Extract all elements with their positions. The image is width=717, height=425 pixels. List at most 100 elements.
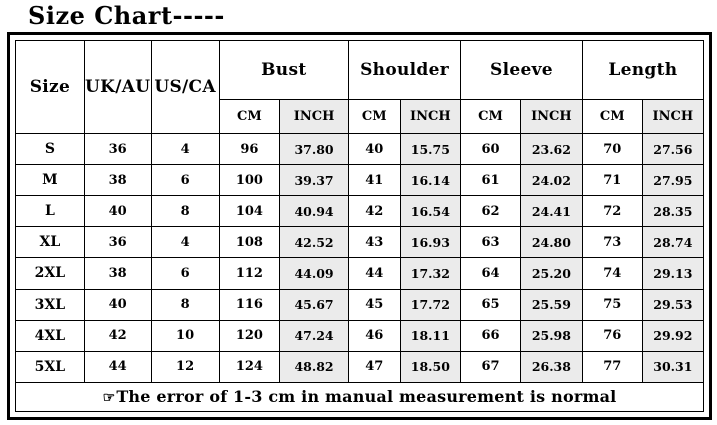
cell-ukau: 38 — [83, 164, 152, 197]
cell-bust-cm: 108 — [218, 226, 281, 259]
cell-shoulder-cm: 45 — [347, 288, 401, 321]
cell-bust-cm: 116 — [218, 288, 281, 321]
cell-sleeve-cm: 66 — [460, 319, 521, 352]
table-row-s: S 36 4 96 37.80 40 15.75 60 23.62 70 27.… — [15, 132, 705, 166]
cell-bust-inch: 45.67 — [279, 288, 349, 321]
cell-shoulder-inch: 16.93 — [399, 226, 462, 259]
cell-shoulder-cm: 46 — [347, 319, 401, 352]
cell-usca: 4 — [150, 226, 220, 259]
cell-usca: 6 — [150, 257, 220, 290]
cell-length-inch: 28.35 — [641, 195, 705, 228]
cell-bust-inch: 47.24 — [279, 319, 349, 352]
table-row-2xl: 2XL 38 6 112 44.09 44 17.32 64 25.20 74 … — [15, 257, 705, 290]
cell-sleeve-cm: 61 — [460, 164, 521, 197]
col-header-bust: Bust — [218, 40, 349, 100]
cell-size: 3XL — [15, 288, 85, 321]
unit-header-shoulder-inch: INCH — [399, 99, 462, 134]
cell-bust-inch: 37.80 — [279, 132, 349, 166]
cell-length-cm: 72 — [581, 195, 643, 228]
table-row-xl: XL 36 4 108 42.52 43 16.93 63 24.80 73 2… — [15, 226, 705, 259]
unit-header-length-cm: CM — [581, 99, 643, 134]
unit-header-sleeve-inch: INCH — [519, 99, 583, 134]
cell-ukau: 40 — [83, 288, 152, 321]
cell-usca: 10 — [150, 319, 220, 352]
cell-sleeve-inch: 23.62 — [519, 132, 583, 166]
cell-shoulder-inch: 17.72 — [399, 288, 462, 321]
cell-shoulder-inch: 18.50 — [399, 350, 462, 383]
measurement-note-cell: ☞The error of 1-3 cm in manual measureme… — [15, 381, 704, 413]
cell-shoulder-inch: 18.11 — [399, 319, 462, 352]
cell-ukau: 42 — [83, 319, 152, 352]
cell-bust-inch: 42.52 — [279, 226, 349, 259]
cell-size: 4XL — [15, 319, 85, 352]
cell-shoulder-inch: 16.14 — [399, 164, 462, 197]
col-header-sleeve: Sleeve — [460, 40, 583, 100]
cell-sleeve-cm: 67 — [460, 350, 521, 383]
cell-bust-inch: 44.09 — [279, 257, 349, 290]
cell-sleeve-cm: 65 — [460, 288, 521, 321]
cell-length-inch: 29.13 — [641, 257, 705, 290]
chart-frame: Size UK/AU US/CA Bust Shoulder Sleeve Le… — [7, 32, 712, 420]
cell-shoulder-inch: 17.32 — [399, 257, 462, 290]
cell-ukau: 36 — [83, 132, 152, 166]
cell-length-cm: 73 — [581, 226, 643, 259]
cell-size: 2XL — [15, 257, 85, 290]
cell-ukau: 38 — [83, 257, 152, 290]
measurement-note-text: The error of 1-3 cm in manual measuremen… — [116, 387, 617, 407]
cell-size: M — [15, 164, 85, 197]
cell-length-inch: 28.74 — [641, 226, 705, 259]
cell-usca: 8 — [150, 195, 220, 228]
table-row-m: M 38 6 100 39.37 41 16.14 61 24.02 71 27… — [15, 164, 705, 197]
cell-shoulder-cm: 42 — [347, 195, 401, 228]
cell-length-cm: 74 — [581, 257, 643, 290]
cell-size: 5XL — [15, 350, 85, 383]
cell-sleeve-inch: 24.02 — [519, 164, 583, 197]
size-chart-table: Size UK/AU US/CA Bust Shoulder Sleeve Le… — [15, 40, 705, 413]
cell-length-inch: 29.92 — [641, 319, 705, 352]
unit-header-shoulder-cm: CM — [347, 99, 401, 134]
cell-sleeve-cm: 63 — [460, 226, 521, 259]
cell-sleeve-inch: 25.59 — [519, 288, 583, 321]
table-row-l: L 40 8 104 40.94 42 16.54 62 24.41 72 28… — [15, 195, 705, 228]
header-unit-row: CM INCH CM INCH CM INCH CM INCH — [16, 99, 705, 134]
unit-header-length-inch: INCH — [641, 99, 705, 134]
cell-length-inch: 27.95 — [641, 164, 705, 197]
cell-length-cm: 71 — [581, 164, 643, 197]
cell-bust-cm: 120 — [218, 319, 281, 352]
cell-sleeve-inch: 26.38 — [519, 350, 583, 383]
cell-length-inch: 27.56 — [641, 132, 705, 166]
cell-usca: 12 — [150, 350, 220, 383]
cell-shoulder-cm: 40 — [347, 132, 401, 166]
unit-header-bust-cm: CM — [218, 99, 281, 134]
cell-sleeve-cm: 64 — [460, 257, 521, 290]
col-header-usca: US/CA — [150, 40, 220, 134]
cell-length-cm: 75 — [581, 288, 643, 321]
cell-bust-cm: 112 — [218, 257, 281, 290]
cell-shoulder-inch: 15.75 — [399, 132, 462, 166]
cell-ukau: 44 — [83, 350, 152, 383]
cell-length-cm: 70 — [581, 132, 643, 166]
cell-length-cm: 76 — [581, 319, 643, 352]
cell-bust-cm: 100 — [218, 164, 281, 197]
cell-sleeve-cm: 60 — [460, 132, 521, 166]
unit-header-sleeve-cm: CM — [460, 99, 521, 134]
cell-size: L — [15, 195, 85, 228]
measurement-note-row: ☞The error of 1-3 cm in manual measureme… — [15, 381, 704, 413]
cell-bust-cm: 104 — [218, 195, 281, 228]
cell-sleeve-inch: 25.20 — [519, 257, 583, 290]
cell-shoulder-cm: 43 — [347, 226, 401, 259]
cell-bust-inch: 48.82 — [279, 350, 349, 383]
cell-shoulder-cm: 44 — [347, 257, 401, 290]
col-header-length: Length — [581, 40, 705, 100]
cell-sleeve-inch: 25.98 — [519, 319, 583, 352]
cell-bust-cm: 96 — [218, 132, 281, 166]
cell-shoulder-inch: 16.54 — [399, 195, 462, 228]
cell-bust-inch: 40.94 — [279, 195, 349, 228]
table-row-3xl: 3XL 40 8 116 45.67 45 17.72 65 25.59 75 … — [15, 288, 705, 321]
cell-ukau: 36 — [83, 226, 152, 259]
pointing-hand-icon: ☞ — [102, 390, 116, 407]
cell-shoulder-cm: 47 — [347, 350, 401, 383]
cell-ukau: 40 — [83, 195, 152, 228]
cell-size: XL — [15, 226, 85, 259]
